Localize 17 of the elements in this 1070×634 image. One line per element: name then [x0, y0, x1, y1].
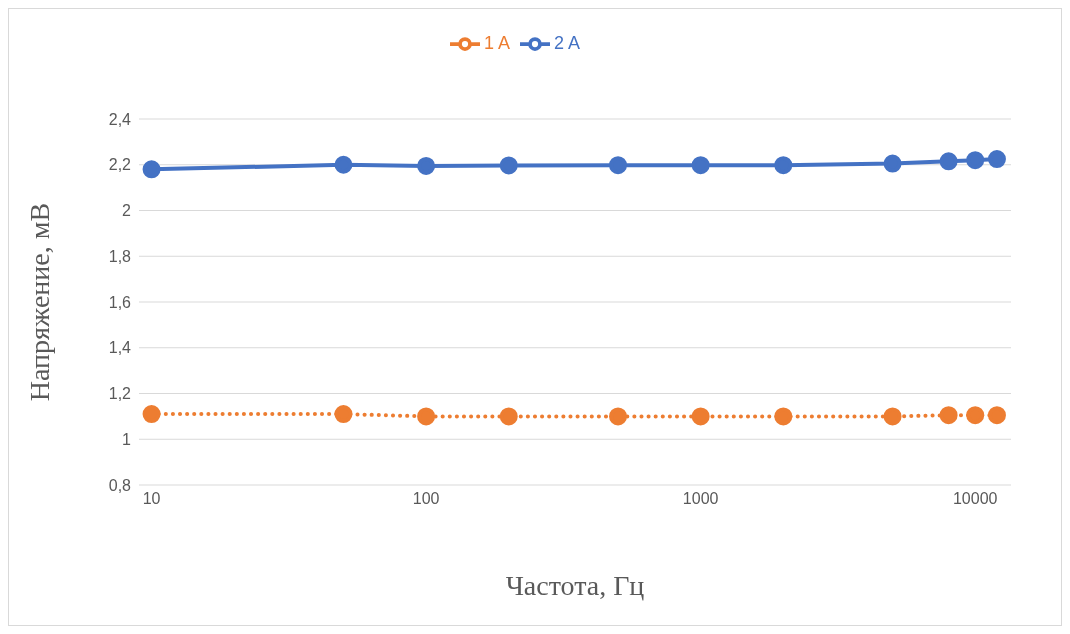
- x-tick-label: 1000: [682, 490, 719, 508]
- y-tick-label: 0,8: [108, 476, 132, 494]
- y-tick-label: 2: [122, 202, 132, 220]
- x-tick-label: 10: [142, 490, 161, 508]
- y-tick-label: 1,2: [108, 385, 132, 403]
- y-tick-label: 1,6: [108, 293, 132, 311]
- y-axis-title: Напряжение, мВ: [23, 202, 55, 402]
- y-tick-label: 2,4: [108, 110, 132, 128]
- y-tick-label: 1: [122, 430, 132, 448]
- x-tick-label: 100: [412, 490, 440, 508]
- x-tick-label: 10000: [952, 490, 998, 508]
- legend-label: 1 A: [483, 32, 510, 53]
- legend-label: 2 A: [554, 32, 581, 53]
- y-tick-label: 2,2: [108, 156, 132, 174]
- x-axis-title: Частота, Гц: [505, 570, 645, 601]
- y-tick-label: 1,4: [108, 339, 132, 357]
- y-tick-label: 1,8: [108, 247, 132, 265]
